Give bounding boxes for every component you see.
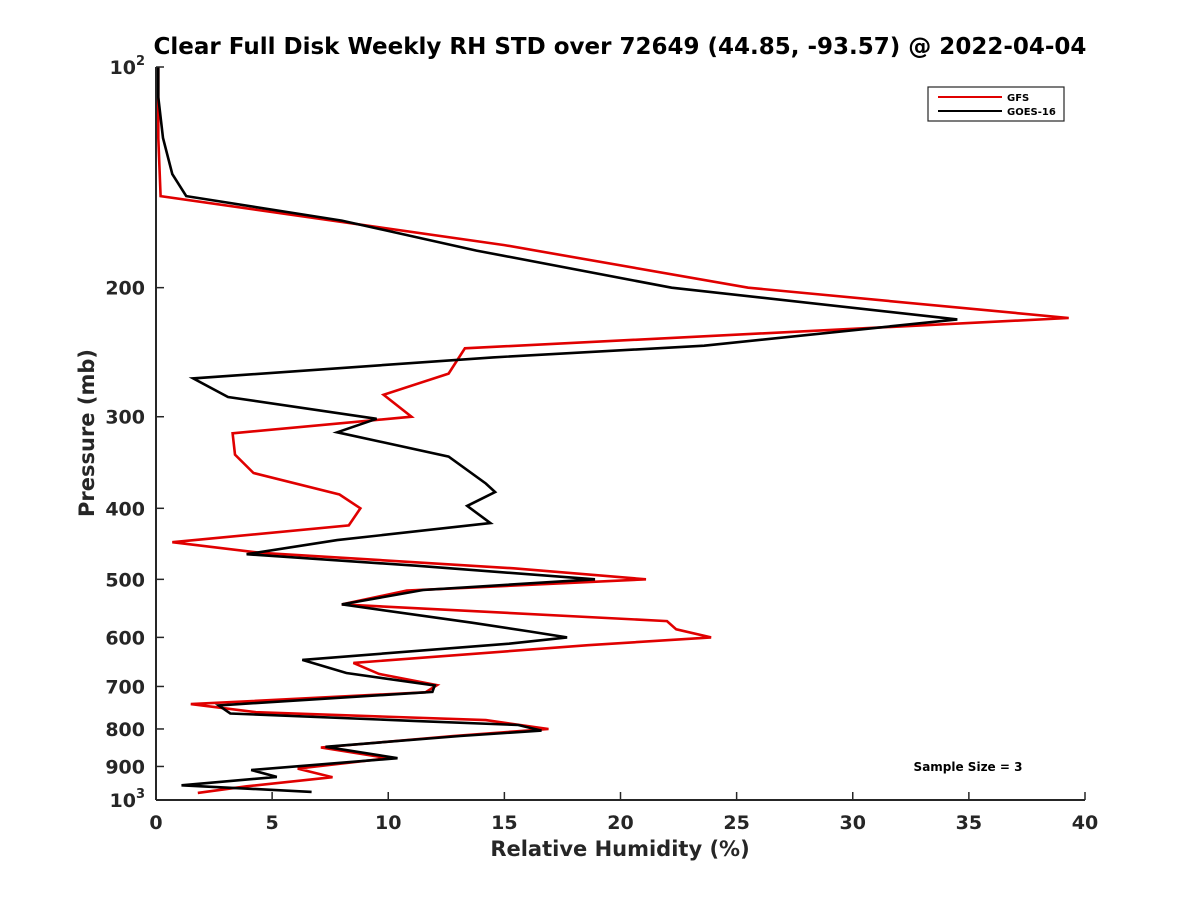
y-tick-label: 300 [105,407,145,429]
y-tick-label: 103 [110,787,146,812]
y-axis-label: Pressure (mb) [75,349,99,517]
chart-title: Clear Full Disk Weekly RH STD over 72649… [154,34,1087,60]
y-tick-label: 700 [105,676,145,698]
series-line-goes16 [157,67,958,794]
y-tick-label: 102 [110,54,146,79]
sample-size-annotation: Sample Size = 3 [914,760,1023,774]
legend-label-goes16: GOES-16 [1007,107,1056,118]
x-tick-label: 0 [149,812,162,834]
x-tick-label: 10 [375,812,401,834]
x-axis-label: Relative Humidity (%) [490,837,749,861]
legend-label-gfs: GFS [1007,93,1029,104]
legend-box [927,86,1065,122]
y-axis-ticks: 102 200 300 400 500 600 700 800 900 103 [105,54,164,812]
series-layer [157,67,1069,795]
legend: GFS GOES-16 [927,86,1065,122]
x-tick-label: 30 [840,812,866,834]
x-tick-label: 35 [956,812,982,834]
x-axis-ticks: 0 5 10 15 20 25 30 35 40 [149,792,1098,834]
y-tick-label: 900 [105,756,145,778]
x-tick-label: 15 [491,812,517,834]
x-tick-label: 20 [607,812,633,834]
x-tick-label: 40 [1072,812,1098,834]
y-tick-label: 500 [105,569,145,591]
y-tick-label: 200 [105,278,145,300]
y-tick-label: 800 [105,719,145,741]
x-tick-label: 25 [723,812,749,834]
x-tick-label: 5 [266,812,279,834]
y-tick-label: 600 [105,627,145,649]
y-tick-label: 400 [105,498,145,520]
